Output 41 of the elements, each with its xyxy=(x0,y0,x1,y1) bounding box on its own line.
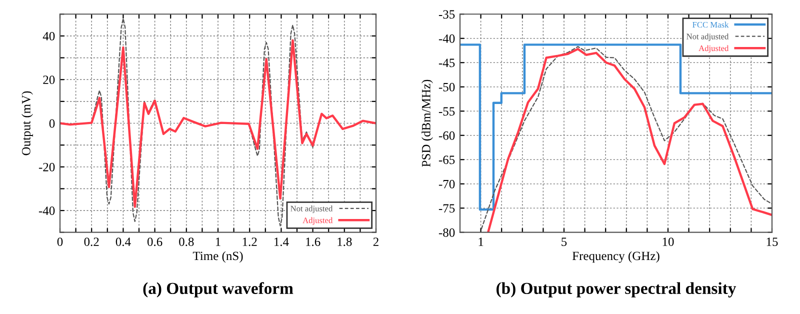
x-tick-label: 1 xyxy=(216,238,220,246)
y-tick-label: -80 xyxy=(438,228,455,237)
y-tick-label: 0 xyxy=(49,119,55,128)
legend-label: Adjusted xyxy=(302,217,333,225)
y-tick-label: -20 xyxy=(38,162,55,172)
legend-label: FCC Mask xyxy=(692,22,729,28)
y-tick-label: -35 xyxy=(438,10,455,19)
y-tick-label: -40 xyxy=(38,206,55,215)
y-tick-label: 40 xyxy=(42,32,55,40)
y-tick-label: -40 xyxy=(438,34,455,43)
x-tick-label: 0.8 xyxy=(179,238,194,246)
y-tick-label: -55 xyxy=(438,107,455,116)
x-tick-label: 1.8 xyxy=(338,238,352,246)
x-axis-title: Frequency (GHz) xyxy=(572,251,660,263)
x-tick-label: 5 xyxy=(562,238,567,246)
y-tick-label: -45 xyxy=(438,58,455,68)
text: (a) Output waveform xyxy=(143,282,294,298)
x-tick-label: 1.4 xyxy=(274,238,289,246)
y-axis-title: PSD (dBm/MHz) xyxy=(422,80,433,167)
x-tick-label: 0.2 xyxy=(84,238,99,246)
x-tick-label: 0 xyxy=(57,238,63,246)
x-tick-label: 0.4 xyxy=(116,238,131,246)
x-tick-label: 2 xyxy=(373,238,378,246)
y-axis-title: Output (mV) xyxy=(22,91,33,156)
x-tick-label: 1.2 xyxy=(242,238,257,246)
y-tick-label: -75 xyxy=(438,204,455,213)
x-tick-label: 0.6 xyxy=(147,238,162,246)
x-tick-label: 1.6 xyxy=(306,238,320,246)
y-tick-label: 20 xyxy=(43,76,55,84)
legend-label: Not adjusted xyxy=(290,206,333,214)
y-tick-label: -50 xyxy=(438,82,455,92)
x-tick-label: 15 xyxy=(766,238,778,246)
x-tick-label: 10 xyxy=(662,238,674,246)
x-axis-title: Time (nS) xyxy=(192,251,243,263)
y-tick-label: -70 xyxy=(438,180,455,188)
x-tick-label: 1 xyxy=(478,238,484,246)
legend-label: Not adjusted xyxy=(686,33,729,42)
text: (b) Output power spectral density xyxy=(496,282,736,298)
y-tick-label: -60 xyxy=(438,131,455,140)
legend-label: Adjusted xyxy=(698,45,729,53)
y-tick-label: -65 xyxy=(438,156,455,164)
